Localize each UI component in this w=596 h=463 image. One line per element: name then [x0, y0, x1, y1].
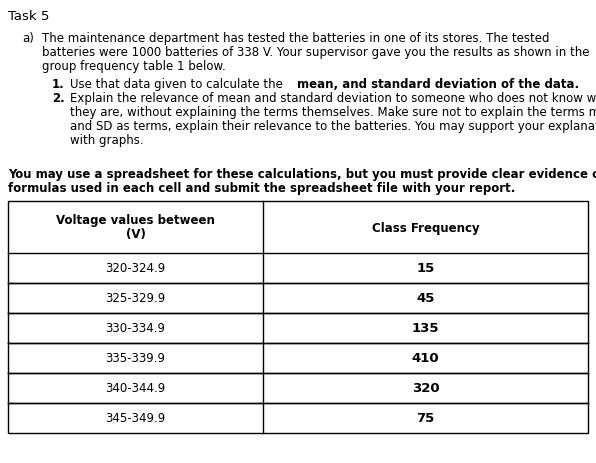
Text: a): a)	[22, 32, 34, 45]
Text: 320: 320	[412, 382, 439, 394]
Text: Explain the relevance of mean and standard deviation to someone who does not kno: Explain the relevance of mean and standa…	[70, 92, 596, 105]
Text: 2.: 2.	[52, 92, 65, 105]
Text: 45: 45	[417, 292, 435, 305]
Text: formulas used in each cell and submit the spreadsheet file with your report.: formulas used in each cell and submit th…	[8, 181, 516, 194]
Text: 135: 135	[412, 322, 439, 335]
Text: batteries were 1000 batteries of 338 V. Your supervisor gave you the results as : batteries were 1000 batteries of 338 V. …	[42, 46, 589, 59]
Text: (V): (V)	[126, 227, 145, 240]
Text: mean, and standard deviation of the data.: mean, and standard deviation of the data…	[297, 78, 579, 91]
Text: 340-344.9: 340-344.9	[105, 382, 166, 394]
Text: with graphs.: with graphs.	[70, 134, 144, 147]
Text: Task 5: Task 5	[8, 10, 49, 23]
Text: You may use a spreadsheet for these calculations, but you must provide clear evi: You may use a spreadsheet for these calc…	[8, 168, 596, 181]
Text: 1.: 1.	[52, 78, 65, 91]
Text: Use that data given to calculate the: Use that data given to calculate the	[70, 78, 287, 91]
Text: they are, without explaining the terms themselves. Make sure not to explain the : they are, without explaining the terms t…	[70, 106, 596, 119]
Text: 335-339.9: 335-339.9	[105, 352, 166, 365]
Text: 320-324.9: 320-324.9	[105, 262, 166, 275]
Text: 325-329.9: 325-329.9	[105, 292, 166, 305]
Text: and SD as terms, explain their relevance to the batteries. You may support your : and SD as terms, explain their relevance…	[70, 120, 596, 133]
Text: The maintenance department has tested the batteries in one of its stores. The te: The maintenance department has tested th…	[42, 32, 550, 45]
Text: 345-349.9: 345-349.9	[105, 412, 166, 425]
Text: 330-334.9: 330-334.9	[105, 322, 166, 335]
Text: 15: 15	[417, 262, 434, 275]
Text: 75: 75	[417, 412, 434, 425]
Text: group frequency table 1 below.: group frequency table 1 below.	[42, 60, 226, 73]
Text: Class Frequency: Class Frequency	[372, 221, 479, 234]
Text: 410: 410	[412, 352, 439, 365]
Bar	[8, 201, 588, 433]
Text: Voltage values between: Voltage values between	[56, 213, 215, 226]
